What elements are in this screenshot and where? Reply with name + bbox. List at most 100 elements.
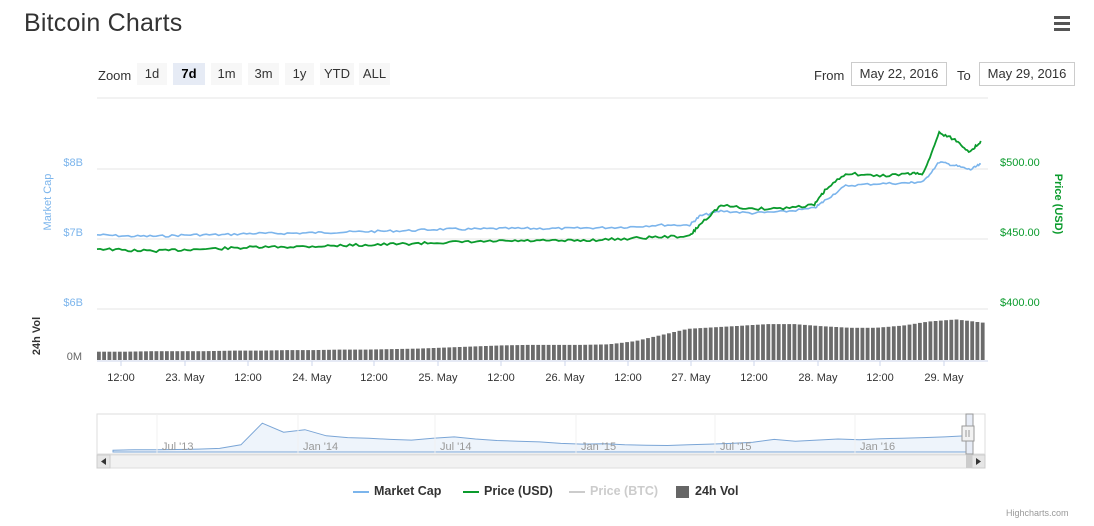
volume-bar: [484, 346, 488, 360]
volume-bar: [431, 348, 436, 360]
volume-bar: [933, 321, 938, 360]
volume-bar: [646, 338, 650, 360]
volume-bar: [478, 346, 483, 360]
legend-item-24h-vol[interactable]: 24h Vol: [676, 484, 739, 498]
volume-bar: [264, 350, 269, 360]
legend-box-icon: [676, 485, 689, 498]
volume-bar: [468, 346, 473, 360]
volume-bar: [238, 350, 242, 360]
navigator-frame: [96, 413, 986, 455]
volume-bar: [750, 325, 755, 360]
volume-bar: [358, 349, 363, 360]
navigator-labels: Jul '13 Jan '14 Jul '14 Jan '15 Jul '15 Jan '…: [156, 414, 895, 454]
scrollbar-track[interactable]: [96, 454, 986, 469]
volume-bar: [682, 329, 687, 360]
volume-bar: [368, 349, 373, 360]
volume-bar: [280, 350, 284, 360]
volume-bar: [416, 348, 420, 360]
navigator-date-label: Jan '15: [581, 441, 616, 453]
range-to-input[interactable]: May 29, 2016: [979, 62, 1075, 86]
volume-bar: [447, 347, 452, 360]
legend-line-icon: [463, 490, 479, 493]
volume-bar: [332, 349, 337, 360]
volume-bar: [672, 332, 676, 360]
volume-bar: [457, 347, 462, 360]
volume-bar: [175, 351, 180, 360]
x-axis-tick-label: 12:00: [487, 372, 515, 384]
volume-bar: [196, 351, 201, 360]
hamburger-menu-icon[interactable]: [1052, 15, 1072, 31]
highcharts-credit[interactable]: Highcharts.com: [1006, 508, 1069, 518]
volume-bar: [928, 321, 933, 360]
zoom-button-1d[interactable]: 1d: [137, 63, 167, 85]
volume-bar: [975, 322, 980, 360]
zoom-button-all[interactable]: ALL: [359, 63, 390, 85]
scroll-right-button[interactable]: [971, 454, 986, 469]
volume-bar: [761, 324, 765, 360]
volume-bar: [755, 324, 760, 360]
zoom-button-1m[interactable]: 1m: [211, 63, 242, 85]
volume-bar: [212, 351, 216, 360]
volume-bar: [776, 324, 781, 360]
volume-bar: [829, 326, 833, 360]
right-axis-title: Price (USD): [1052, 174, 1064, 235]
legend-item-price-usd[interactable]: Price (USD): [463, 484, 553, 498]
volume-bar: [604, 344, 609, 360]
zoom-button-ytd[interactable]: YTD: [320, 63, 354, 85]
volume-bar: [808, 325, 812, 360]
x-axis-tick-label: 26. May: [545, 372, 585, 384]
range-from-input[interactable]: May 22, 2016: [851, 62, 947, 86]
x-axis-tick-label: 25. May: [418, 372, 458, 384]
volume-bar: [107, 351, 112, 360]
volume-bar: [405, 348, 410, 360]
volume-bar: [850, 327, 854, 360]
volume-bar: [735, 326, 739, 360]
volume-bar: [311, 350, 316, 360]
volume-bar: [306, 350, 310, 360]
volume-bar: [337, 349, 342, 360]
volume-bar: [766, 324, 771, 360]
x-axis-tick-label: 12:00: [107, 372, 135, 384]
zoom-label: Zoom: [98, 68, 132, 83]
volume-bar: [285, 350, 290, 360]
volume-bar: [348, 349, 352, 360]
legend-label: Price (USD): [484, 484, 553, 498]
volume-bar: [410, 348, 415, 360]
volume-bar: [494, 345, 499, 360]
scroll-left-button[interactable]: [96, 454, 111, 469]
volume-bar: [353, 349, 357, 360]
volume-bar: [593, 344, 598, 360]
volume-bar: [295, 350, 300, 360]
volume-bar: [400, 348, 405, 360]
volume-bars: [97, 319, 985, 360]
volume-bar: [635, 340, 640, 360]
legend-item-market-cap[interactable]: Market Cap: [353, 484, 441, 498]
volume-bar: [191, 351, 195, 360]
scrollbar-thumb[interactable]: [966, 455, 972, 468]
zoom-button-1y[interactable]: 1y: [285, 63, 314, 85]
volume-bar: [823, 326, 828, 360]
volume-bar: [614, 343, 619, 360]
volume-bar: [865, 327, 870, 360]
volume-bar: [363, 349, 368, 360]
zoom-button-3m[interactable]: 3m: [248, 63, 279, 85]
legend-item-price-btc[interactable]: Price (BTC): [569, 484, 658, 498]
volume-bar: [248, 350, 253, 360]
volume-bar: [719, 326, 724, 360]
volume-bar: [217, 350, 222, 360]
volume-bar: [552, 344, 556, 360]
volume-bar: [871, 327, 875, 360]
zoom-button-7d[interactable]: 7d: [173, 63, 205, 85]
volume-bar: [426, 348, 431, 360]
volume-bar: [436, 347, 441, 360]
volume-bar: [327, 349, 331, 360]
volume-bar: [389, 349, 394, 360]
volume-bar: [813, 325, 818, 360]
volume-bar: [693, 328, 697, 360]
volume-bar: [154, 351, 159, 360]
x-axis-tick-label: 23. May: [165, 372, 205, 384]
x-axis-tick-label: 29. May: [924, 372, 964, 384]
volume-bar: [473, 346, 478, 360]
navigator-handle[interactable]: [961, 425, 975, 442]
navigator-series: [112, 422, 967, 453]
